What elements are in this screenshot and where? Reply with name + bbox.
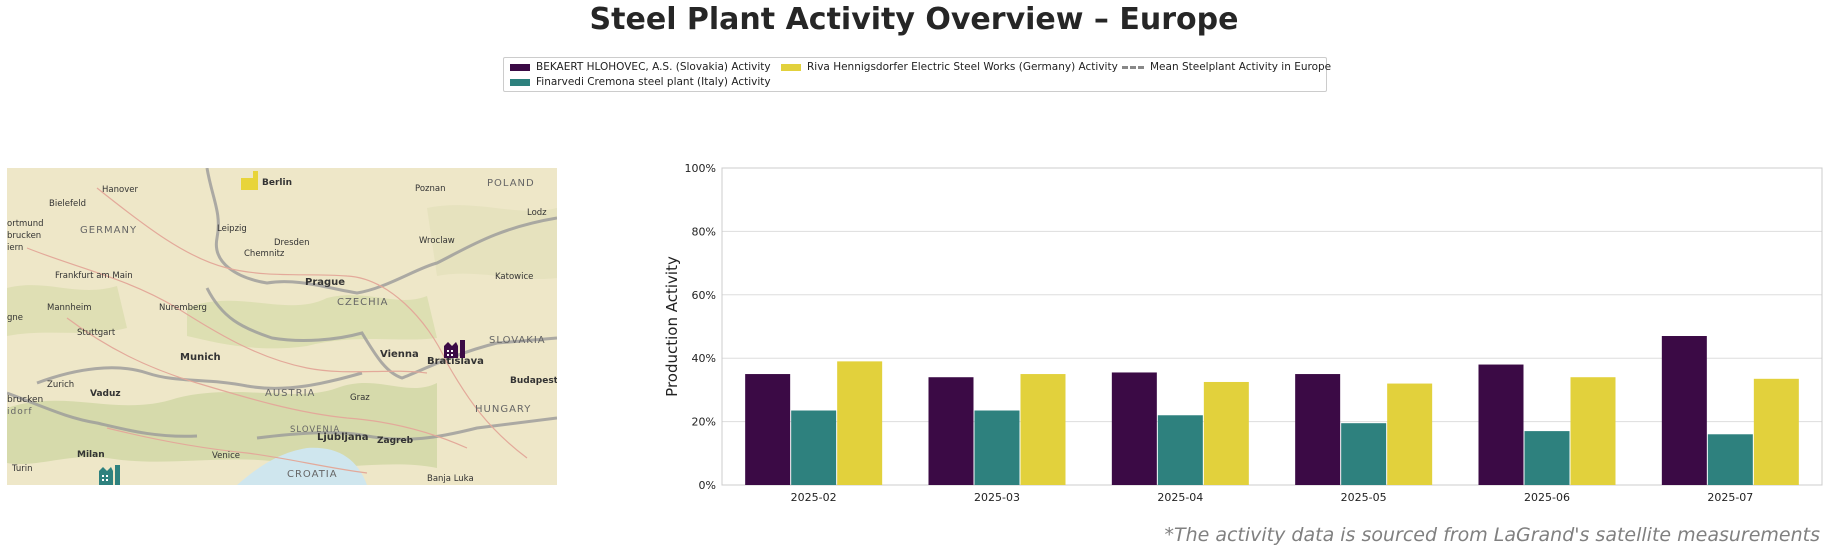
map-svg: POLAND Poznan Hanover Berlin Bielefeld o… xyxy=(7,168,557,485)
x-tick-label: 2025-04 xyxy=(1157,491,1203,504)
legend-swatch-bekaert xyxy=(510,63,530,71)
map-label-czechia: CZECHIA xyxy=(337,297,388,308)
y-tick-label: 40% xyxy=(692,352,716,365)
legend-item-finarvedi: Finarvedi Cremona steel plant (Italy) Ac… xyxy=(510,76,771,88)
x-tick-label: 2025-03 xyxy=(974,491,1020,504)
map-label-poznan: Poznan xyxy=(415,184,445,194)
map-label-stuttgart: Stuttgart xyxy=(77,328,116,338)
bar-2025-07-series-2 xyxy=(1753,378,1799,485)
map-label-brucken: gne xyxy=(7,313,23,323)
map-label-bratislava: Bratislava xyxy=(427,356,484,367)
bar-2025-05-series-2 xyxy=(1387,383,1433,485)
legend-item-riva: Riva Hennigsdorfer Electric Steel Works … xyxy=(781,61,1118,73)
map-label-munich: Munich xyxy=(180,352,221,363)
map-label-wroclaw: Wroclaw xyxy=(419,236,455,246)
map-label-venice: Venice xyxy=(212,451,240,461)
legend-swatch-finarvedi xyxy=(510,78,530,86)
y-tick-label: 80% xyxy=(692,225,716,238)
x-tick-label: 2025-07 xyxy=(1707,491,1753,504)
map-label-austria: AUSTRIA xyxy=(265,388,315,399)
map-label-vienna: Vienna xyxy=(380,349,419,360)
map-label-zurich: Zurich xyxy=(47,380,74,390)
bar-series xyxy=(745,336,1799,485)
bar-2025-03-series-2 xyxy=(1020,374,1066,485)
map-label-prague: Prague xyxy=(305,277,345,288)
map-label-switzerland: idorf xyxy=(7,407,33,417)
legend-label: Riva Hennigsdorfer Electric Steel Works … xyxy=(807,61,1118,73)
map-label-budapest: Budapest xyxy=(510,376,557,386)
plot-frame xyxy=(721,167,1823,486)
europe-map[interactable]: POLAND Poznan Hanover Berlin Bielefeld o… xyxy=(7,168,557,485)
y-tick-label: 20% xyxy=(692,416,716,429)
x-tick-label: 2025-05 xyxy=(1341,491,1387,504)
bar-2025-05-series-0 xyxy=(1295,374,1341,485)
y-tick-label: 60% xyxy=(692,289,716,302)
map-label-mannheim: Mannheim xyxy=(47,303,92,313)
source-note: *The activity data is sourced from LaGra… xyxy=(1164,524,1820,546)
map-label-berlin: Berlin xyxy=(262,178,292,188)
bar-2025-02-series-1 xyxy=(791,410,837,485)
map-label-iern: brucken xyxy=(7,395,43,405)
chart-legend: BEKAERT HLOHOVEC, A.S. (Slovakia) Activi… xyxy=(503,57,1331,92)
map-label-vaduz: Vaduz xyxy=(90,389,121,399)
map-label-banja-luka: Banja Luka xyxy=(427,474,474,484)
legend-label: Mean Steelplant Activity in Europe xyxy=(1150,61,1332,73)
map-label-idorf: brucken xyxy=(7,231,41,241)
bar-2025-02-series-2 xyxy=(837,361,883,485)
map-label-milan: Milan xyxy=(77,450,105,460)
y-tick-label: 100% xyxy=(685,162,716,175)
factory-icon-bekaert[interactable] xyxy=(444,340,465,358)
x-tick-labels: 2025-02 2025-03 2025-04 2025-05 2025-06 2025-… xyxy=(791,491,1754,504)
map-label-slovenia: SLOVENIA xyxy=(290,425,340,435)
map-label-germany: GERMANY xyxy=(80,225,137,236)
chart-grid xyxy=(722,167,1822,486)
bar-chart: 0% 20% 40% 60% 80% 100% 2025-02 2025-03 2025-04… xyxy=(663,162,1823,504)
map-label-dortmund: ortmund xyxy=(7,219,43,229)
map-label-leipzig: Leipzig xyxy=(217,224,247,234)
bar-2025-07-series-0 xyxy=(1661,336,1707,485)
legend-dash-mean xyxy=(1122,65,1144,69)
map-label-slovakia: SLOVAKIA xyxy=(489,335,546,346)
x-tick-label: 2025-06 xyxy=(1524,491,1570,504)
factory-icon-riva[interactable] xyxy=(241,171,258,190)
map-label-lodz: Lodz xyxy=(527,208,547,218)
map-label-gne: iern xyxy=(7,243,23,253)
bar-2025-04-series-1 xyxy=(1157,415,1203,485)
y-axis-label: Production Activity xyxy=(663,256,681,397)
legend-item-bekaert: BEKAERT HLOHOVEC, A.S. (Slovakia) Activi… xyxy=(510,61,771,73)
y-tick-labels: 0% 20% 40% 60% 80% 100% xyxy=(685,162,716,492)
map-label-turin: Turin xyxy=(11,464,33,474)
map-label-graz: Graz xyxy=(350,393,370,403)
bar-2025-03-series-0 xyxy=(928,377,974,485)
map-label-chemnitz: Chemnitz xyxy=(244,249,285,259)
bar-2025-02-series-0 xyxy=(745,374,791,485)
bar-2025-04-series-0 xyxy=(1111,372,1157,485)
bar-2025-06-series-0 xyxy=(1478,364,1524,485)
bar-2025-07-series-1 xyxy=(1707,434,1753,485)
map-label-zagreb: Zagreb xyxy=(377,436,414,446)
map-label-nuremberg: Nuremberg xyxy=(159,303,207,313)
bar-2025-06-series-2 xyxy=(1570,377,1616,485)
page-title: Steel Plant Activity Overview – Europe xyxy=(589,2,1239,37)
y-tick-label: 0% xyxy=(699,479,716,492)
map-label-hanover: Hanover xyxy=(102,185,138,195)
bar-2025-03-series-1 xyxy=(974,410,1020,485)
map-label-ljubljana: Ljubljana xyxy=(317,432,369,443)
map-label-hungary: HUNGARY xyxy=(475,404,531,415)
legend-label: BEKAERT HLOHOVEC, A.S. (Slovakia) Activi… xyxy=(536,61,771,73)
x-tick-label: 2025-02 xyxy=(791,491,837,504)
bar-2025-04-series-2 xyxy=(1203,381,1249,485)
bar-2025-05-series-1 xyxy=(1341,423,1387,485)
map-label-katowice: Katowice xyxy=(495,272,533,282)
legend-swatch-riva xyxy=(781,63,801,71)
map-label-croatia: CROATIA xyxy=(287,469,338,480)
map-label-frankfurt: Frankfurt am Main xyxy=(55,271,133,281)
legend-label: Finarvedi Cremona steel plant (Italy) Ac… xyxy=(536,76,771,88)
legend-item-mean: Mean Steelplant Activity in Europe xyxy=(1122,61,1331,73)
map-label-dresden: Dresden xyxy=(274,238,310,248)
bar-2025-06-series-1 xyxy=(1524,431,1570,485)
map-label-poland: POLAND xyxy=(487,178,535,189)
factory-icon-finarvedi[interactable] xyxy=(99,465,120,485)
map-label-bielefeld: Bielefeld xyxy=(49,199,86,209)
